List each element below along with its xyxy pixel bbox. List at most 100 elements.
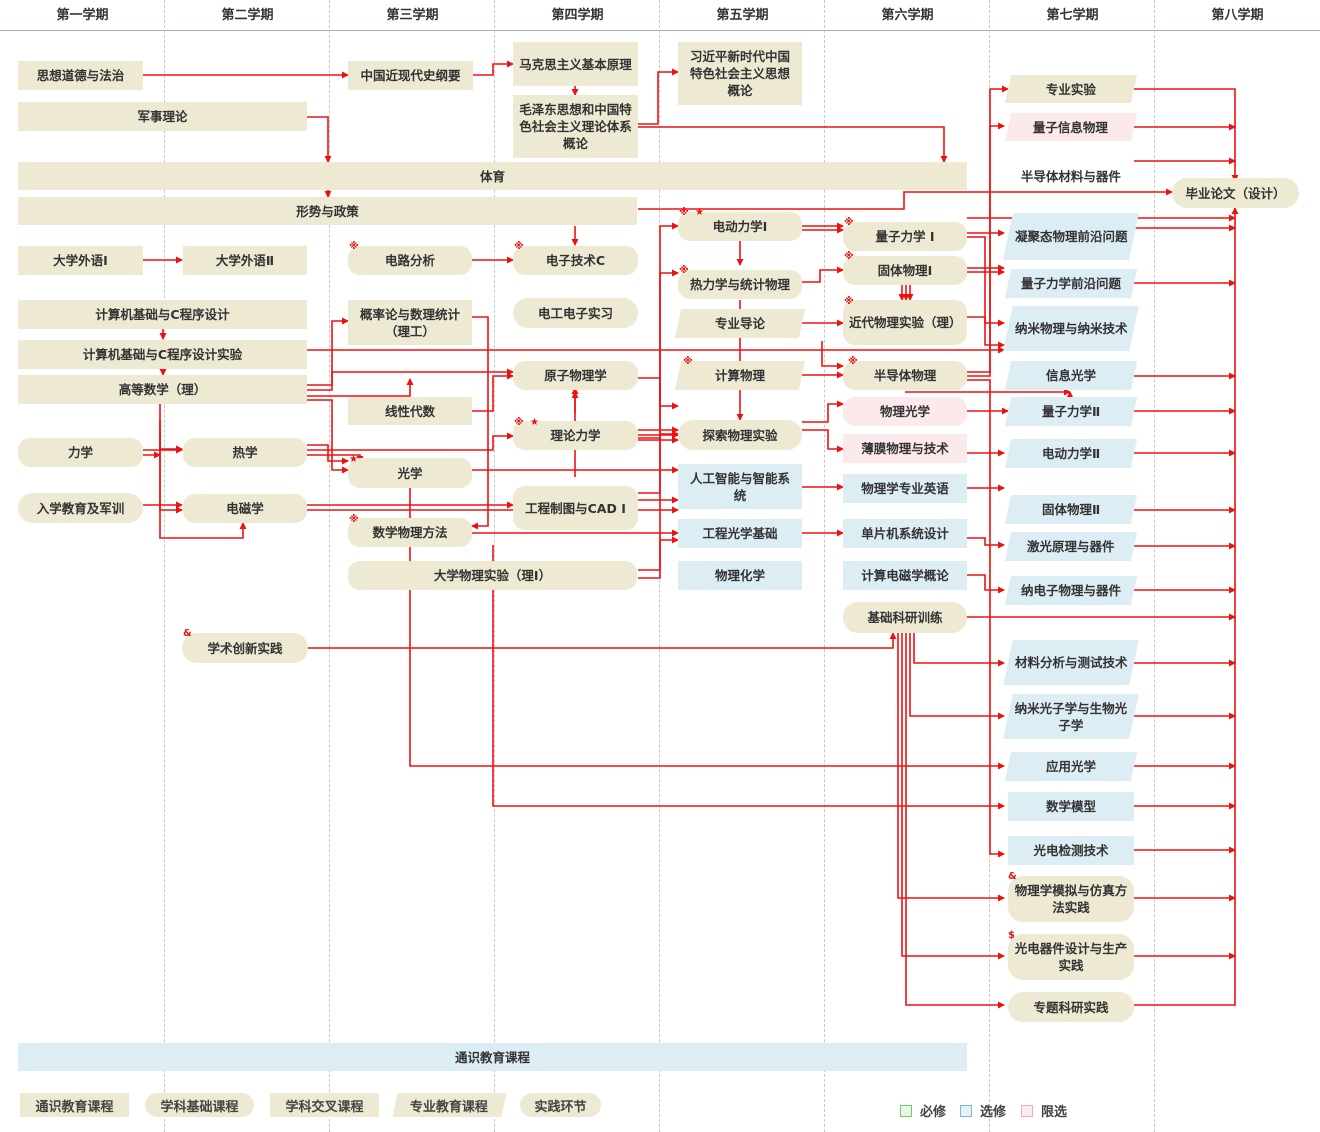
- course-mnfz[interactable]: 物理学模拟与仿真方法实践: [1008, 876, 1134, 922]
- course-wlhx[interactable]: 物理化学: [678, 561, 802, 590]
- course-wlxyy[interactable]: 物理学专业英语: [843, 474, 967, 503]
- course-lzlx2-label: 量子力学Ⅱ: [1041, 404, 1101, 419]
- semester-header-8: 第八学期: [1211, 8, 1264, 23]
- course-yzwl[interactable]: 原子物理学: [513, 361, 638, 390]
- course-zgjxds[interactable]: 中国近现代史纲要: [348, 61, 473, 90]
- course-lx[interactable]: 力学: [18, 438, 143, 467]
- course-gczt[interactable]: 工程制图与CAD Ⅰ: [513, 486, 638, 530]
- course-yygx[interactable]: 应用光学: [1004, 752, 1138, 781]
- star-gx: ★: [349, 454, 358, 465]
- column-separator: [1154, 0, 1155, 1132]
- legend-required-swatch: [900, 1104, 912, 1117]
- course-jsll[interactable]: 军事理论: [18, 102, 307, 131]
- legend-practice: 实践环节: [520, 1093, 601, 1117]
- course-glsl[interactable]: 概率论与数理统计（理工）: [348, 300, 472, 345]
- course-ndz[interactable]: 纳电子物理与器件: [1004, 576, 1138, 605]
- course-dcx[interactable]: 电磁学: [183, 494, 307, 523]
- xmark-dzjsc: ※: [514, 241, 524, 252]
- course-sxwl[interactable]: 数学物理方法: [348, 518, 472, 547]
- course-rxjy[interactable]: 入学教育及军训: [18, 493, 143, 523]
- course-jsdcx[interactable]: 计算电磁学概论: [843, 561, 967, 590]
- course-zysy[interactable]: 专业实验: [1005, 75, 1137, 103]
- course-sxdd[interactable]: 思想道德与法治: [18, 61, 143, 90]
- xmark-dlfx: ※: [349, 241, 359, 252]
- course-xsyzc[interactable]: 形势与政策: [18, 197, 637, 225]
- course-wy2[interactable]: 大学外语Ⅱ: [183, 246, 307, 275]
- xmark-jswl: ※: [683, 356, 693, 367]
- course-lzxx-label: 量子信息物理: [1033, 119, 1109, 135]
- course-jggl-label: 激光原理与器件: [1027, 539, 1115, 554]
- course-tswlsy[interactable]: 探索物理实验: [678, 420, 802, 450]
- course-bylw[interactable]: 毕业论文（设计）: [1172, 178, 1299, 208]
- course-ndz-label: 纳电子物理与器件: [1020, 583, 1121, 598]
- course-wlgx[interactable]: 物理光学: [843, 397, 967, 426]
- course-dgdzsx[interactable]: 电工电子实习: [513, 298, 638, 328]
- legend-limited-swatch: [1021, 1104, 1033, 1117]
- course-ty[interactable]: 体育: [18, 162, 967, 190]
- course-dpj[interactable]: 单片机系统设计: [843, 519, 967, 548]
- course-lzlx2[interactable]: 量子力学Ⅱ: [1004, 397, 1138, 426]
- course-bmwl[interactable]: 薄膜物理与技术: [843, 434, 967, 463]
- course-jsj[interactable]: 计算机基础与C程序设计: [18, 300, 307, 329]
- course-mzd[interactable]: 毛泽东思想和中国特色社会主义理论体系概论: [513, 95, 638, 158]
- course-mks[interactable]: 马克思主义基本原理: [513, 42, 638, 86]
- course-nmwl[interactable]: 纳米物理与纳米技术: [1003, 306, 1139, 351]
- course-lllx[interactable]: 理论力学: [513, 421, 638, 450]
- course-xjp[interactable]: 习近平新时代中国特色社会主义思想概论: [678, 42, 802, 105]
- column-separator: [824, 0, 825, 1132]
- course-gcgx[interactable]: 工程光学基础: [678, 519, 802, 548]
- legend-elective-label: 选修: [980, 1105, 1007, 1120]
- course-rx[interactable]: 热学: [183, 438, 307, 467]
- course-zysy-label: 专业实验: [1045, 81, 1096, 97]
- course-lzxx[interactable]: 量子信息物理: [1005, 113, 1137, 141]
- course-jggl[interactable]: 激光原理与器件: [1004, 532, 1138, 561]
- course-lzlx1[interactable]: 量子力学 Ⅰ: [843, 222, 967, 251]
- course-nmgz-label: 纳米光子学与生物光子学: [1014, 700, 1128, 733]
- course-ddlx2[interactable]: 电动力学Ⅱ: [1004, 439, 1138, 468]
- course-dzjsc[interactable]: 电子技术C: [513, 246, 638, 275]
- course-xxds[interactable]: 线性代数: [348, 397, 472, 425]
- course-gtwl2[interactable]: 固体物理Ⅱ: [1004, 495, 1138, 524]
- course-rgzn[interactable]: 人工智能与智能系统: [678, 464, 802, 509]
- legend-professional-label: 专业教育课程: [410, 1099, 489, 1115]
- course-gdjc[interactable]: 光电检测技术: [1008, 836, 1134, 865]
- course-lzqy[interactable]: 量子力学前沿问题: [1004, 269, 1138, 298]
- legend-elective: 选修: [960, 1101, 1006, 1120]
- course-bdtwl[interactable]: 半导体物理: [843, 361, 967, 390]
- course-jswl[interactable]: 计算物理: [674, 361, 806, 390]
- course-dxwlsy[interactable]: 大学物理实验（理Ⅰ）: [348, 561, 637, 590]
- course-nmgz[interactable]: 纳米光子学与生物光子学: [1003, 694, 1139, 739]
- course-zydd[interactable]: 专业导论: [674, 309, 806, 338]
- xmark-gtwl1: ※: [844, 251, 854, 262]
- xmark-lllx: ※: [514, 417, 524, 428]
- course-xxgx[interactable]: 信息光学: [1004, 361, 1138, 390]
- course-jckyxl[interactable]: 基础科研训练: [843, 602, 967, 633]
- course-clfx[interactable]: 材料分析与测试技术: [1003, 640, 1139, 685]
- course-tsjy[interactable]: 通识教育课程: [18, 1043, 967, 1071]
- course-ztky[interactable]: 专题科研实践: [1008, 992, 1134, 1022]
- course-sxmx[interactable]: 数学模型: [1008, 792, 1134, 821]
- course-zydd-label: 专业导论: [714, 316, 765, 331]
- course-xscx[interactable]: 学术创新实践: [182, 633, 308, 663]
- course-jdwlsy[interactable]: 近代物理实验（理）: [843, 300, 967, 345]
- course-gdqj[interactable]: 光电器件设计与生产实践: [1008, 934, 1134, 980]
- legend-required: 必修: [900, 1101, 946, 1120]
- semester-header-6: 第六学期: [881, 8, 934, 23]
- course-wy1[interactable]: 大学外语Ⅰ: [18, 246, 143, 275]
- legend-interdisciplinary: 学科交叉课程: [270, 1093, 379, 1117]
- star-ddlx1: ★: [695, 207, 704, 218]
- course-rlxtj[interactable]: 热力学与统计物理: [678, 270, 802, 299]
- course-gtwl2-label: 固体物理Ⅱ: [1041, 502, 1101, 517]
- course-jsjsy[interactable]: 计算机基础与C程序设计实验: [18, 340, 307, 369]
- legend-general: 通识教育课程: [20, 1093, 129, 1117]
- amp-mnfz: &: [1008, 871, 1017, 882]
- course-gdsx[interactable]: 高等数学（理）: [18, 375, 307, 404]
- header-divider: [0, 30, 1320, 31]
- course-gx[interactable]: 光学: [348, 458, 472, 488]
- course-bdtcl[interactable]: 半导体材料与器件: [1005, 162, 1137, 190]
- course-ddlx1[interactable]: 电动力学Ⅰ: [678, 212, 802, 241]
- course-dlfx[interactable]: 电路分析: [348, 246, 472, 275]
- course-nj[interactable]: 凝聚态物理前沿问题: [1003, 213, 1139, 260]
- course-gtwl1[interactable]: 固体物理Ⅰ: [843, 256, 967, 285]
